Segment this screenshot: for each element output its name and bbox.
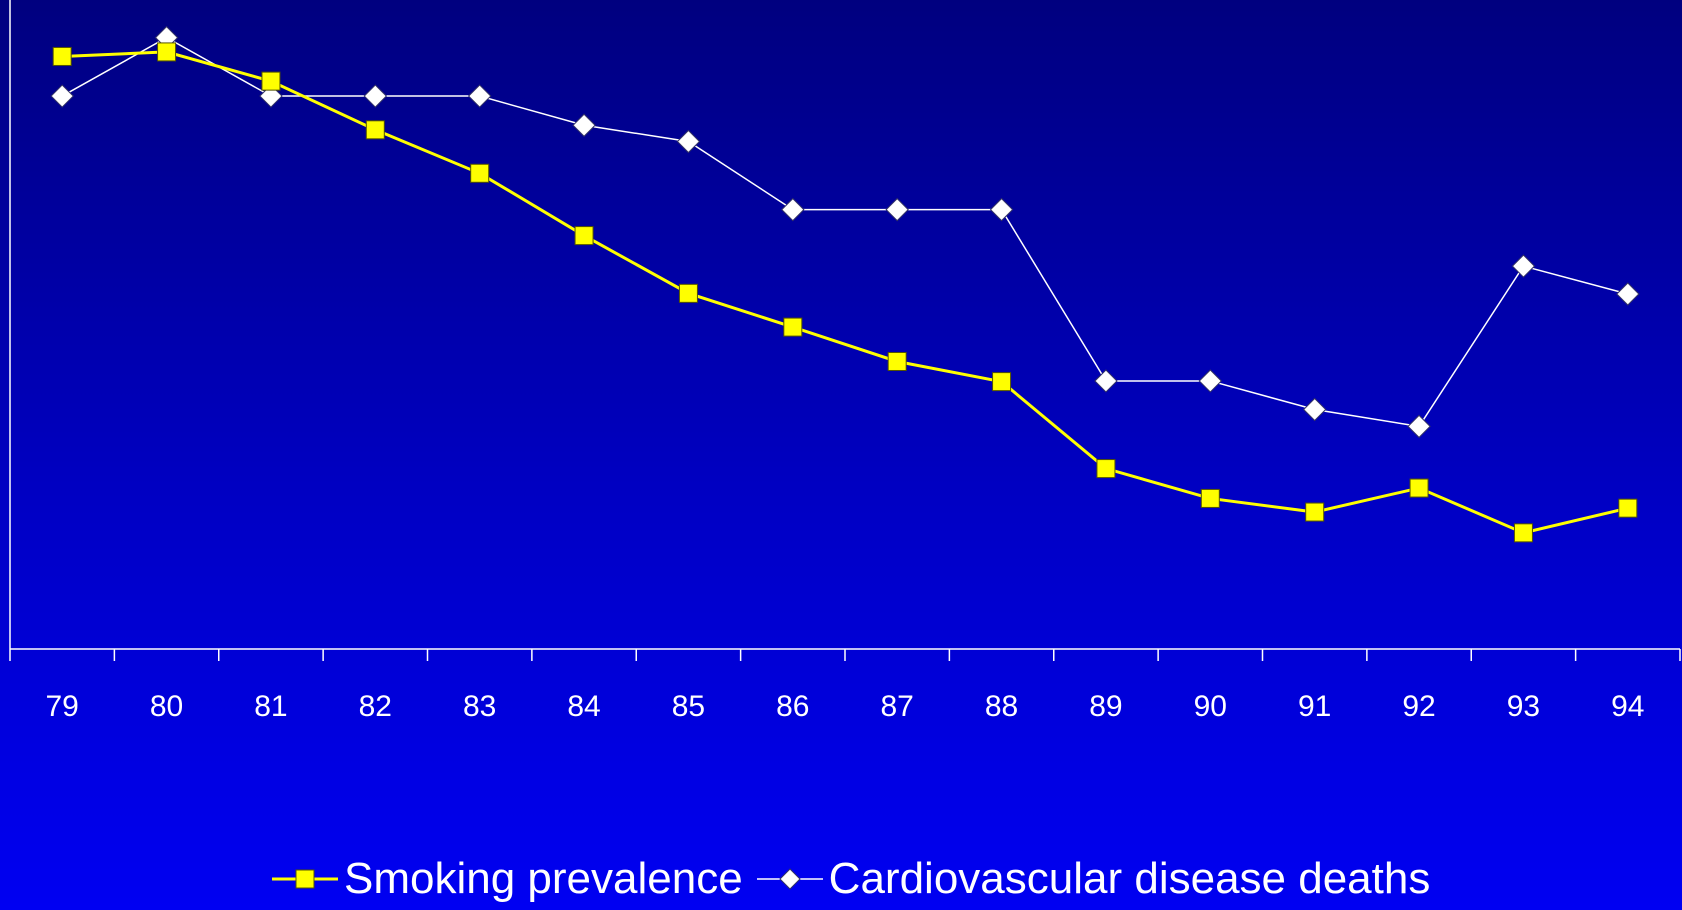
square-marker (261, 71, 281, 91)
x-tick-label: 87 (881, 690, 914, 723)
square-marker (783, 317, 803, 337)
legend: Smoking prevalence Cardiovascular diseas… (270, 852, 1442, 906)
series-layer (50, 25, 1640, 543)
diamond-marker (1198, 369, 1223, 393)
x-tick-label: 79 (46, 690, 79, 723)
legend-item-cvd: Cardiovascular disease deaths (755, 854, 1431, 904)
x-tick-label: 88 (985, 690, 1018, 723)
square-marker (992, 372, 1012, 392)
x-tick-label: 89 (1089, 690, 1122, 723)
square-marker (52, 46, 72, 66)
square-marker (887, 351, 907, 371)
diamond-marker (989, 197, 1014, 222)
square-marker (1200, 488, 1220, 508)
diamond-marker (781, 197, 805, 222)
diamond-marker (885, 197, 909, 222)
diamond-marker (1302, 397, 1327, 422)
diamond-marker (572, 113, 596, 137)
x-tick-labels: 79 80 81 82 83 84 85 86 87 88 89 90 91 92 93 94 (46, 690, 1645, 723)
square-marker (1409, 478, 1429, 498)
axes (9, 0, 1681, 661)
square-marker (1096, 459, 1116, 479)
x-tick-label: 92 (1402, 690, 1435, 723)
square-marker (678, 283, 698, 303)
legend-item-smoking: Smoking prevalence (270, 854, 743, 904)
x-tick-label: 90 (1194, 690, 1227, 723)
x-tick-label: 86 (776, 690, 809, 723)
diamond-marker (363, 84, 388, 108)
diamond-marker (467, 84, 492, 108)
series-smoking-prevalence (52, 42, 1638, 543)
series-cardiovascular-deaths (50, 25, 1640, 439)
square-marker (1513, 523, 1533, 543)
square-marker (1305, 502, 1325, 522)
square-marker (470, 163, 490, 183)
x-tick-label: 94 (1611, 690, 1644, 723)
x-tick-label: 83 (463, 690, 496, 723)
x-tick-label: 85 (672, 690, 705, 723)
series-line (61, 36, 1629, 428)
diamond-marker (50, 84, 74, 108)
diamond-marker (1407, 414, 1431, 439)
legend-diamond-marker-icon (756, 868, 823, 890)
square-marker (157, 42, 177, 62)
square-marker (1618, 498, 1638, 518)
diamond-marker (1094, 369, 1118, 393)
legend-label-cvd: Cardiovascular disease deaths (828, 854, 1431, 903)
x-tick-label: 84 (567, 690, 600, 723)
legend-square-marker-icon (272, 869, 338, 889)
diamond-marker (1616, 282, 1640, 306)
x-tick-label: 80 (150, 690, 183, 723)
diamond-marker (676, 129, 701, 154)
x-tick-label: 82 (359, 690, 392, 723)
series-line (62, 50, 1629, 535)
x-tick-label: 93 (1507, 690, 1540, 723)
x-tick-label: 81 (254, 690, 287, 723)
square-marker (574, 226, 594, 246)
legend-label-smoking: Smoking prevalence (344, 854, 743, 903)
x-tick-label: 91 (1298, 690, 1331, 723)
diamond-marker (1511, 254, 1536, 278)
square-marker (365, 120, 385, 140)
